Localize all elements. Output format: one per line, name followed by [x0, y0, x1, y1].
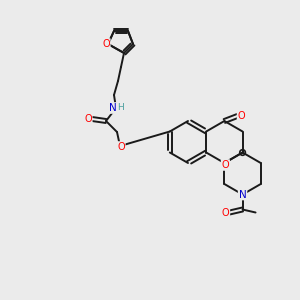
Text: N: N	[239, 190, 246, 200]
Text: O: O	[117, 142, 125, 152]
Text: O: O	[222, 208, 230, 218]
Text: O: O	[222, 160, 229, 170]
Text: N: N	[109, 103, 117, 113]
Text: O: O	[84, 114, 92, 124]
Text: O: O	[102, 39, 110, 49]
Text: O: O	[238, 111, 245, 121]
Text: H: H	[118, 103, 124, 112]
